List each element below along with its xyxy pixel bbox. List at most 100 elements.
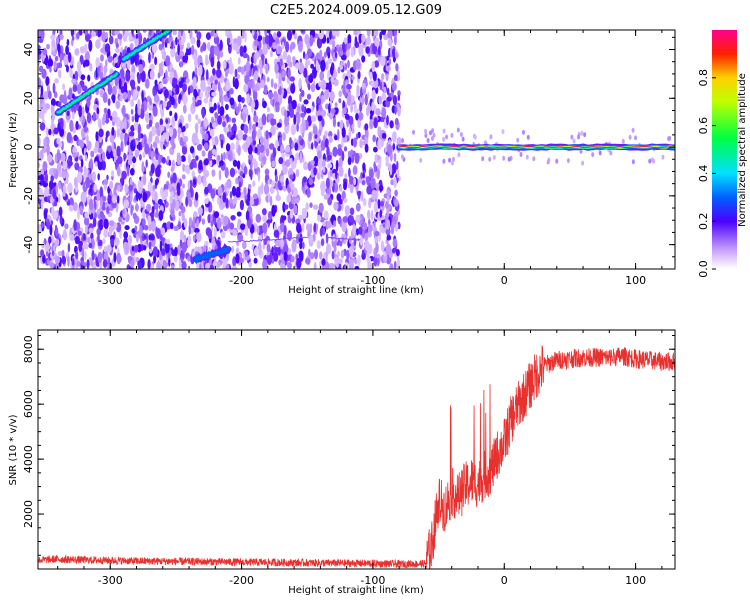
- spectrogram-noise-cell: [178, 93, 182, 100]
- spectrogram-noise-cell: [125, 71, 131, 82]
- spectrogram-noise-cell: [350, 138, 354, 146]
- spectrogram-noise-cell: [368, 168, 374, 179]
- spectrogram-noise-cell: [332, 146, 338, 157]
- spectrogram-noise-cell: [350, 47, 354, 58]
- spectrogram-ridge-3: [227, 236, 308, 243]
- spectrogram-noise-cell: [236, 160, 241, 170]
- spectrogram-noise-cell: [221, 96, 224, 108]
- spectrogram-noise-cell: [305, 59, 309, 70]
- spectrogram-noise-cell: [72, 152, 78, 158]
- spectrogram-noise-cell: [96, 107, 100, 116]
- spectrogram-noise-cell: [231, 185, 237, 197]
- spectrogram-noise-cell: [213, 45, 219, 56]
- spectrogram-noise-cell: [87, 74, 91, 82]
- spectrogram-noise-cell: [117, 33, 123, 40]
- spectrogram-noise-cell: [84, 154, 88, 162]
- spectrogram-noise-cell: [177, 43, 180, 56]
- spectrogram-noise-cell: [83, 61, 86, 67]
- spectrogram-noise-cell: [198, 160, 203, 171]
- spectrogram-noise-cell: [374, 37, 380, 47]
- spectrogram-noise-cell: [287, 261, 292, 269]
- spectrogram-noise-cell: [312, 125, 318, 135]
- spectrogram-noise-cell: [172, 172, 177, 184]
- spectrogram-noise-cell: [322, 159, 326, 169]
- spectrogram-noise-cell: [149, 69, 155, 80]
- spectrogram-noise-cell: [327, 197, 333, 206]
- spectrogram-noise-cell: [97, 147, 103, 154]
- spectrogram-noise-cell: [368, 218, 371, 226]
- spectrogram-noise-cell: [442, 158, 446, 164]
- spectrogram-noise-cell: [334, 51, 338, 59]
- spectrogram-noise-cell: [127, 153, 133, 162]
- spectrogram-noise-cell: [135, 203, 139, 212]
- spectrogram-noise-cell: [598, 150, 602, 156]
- spectrogram-noise-cell: [370, 178, 376, 189]
- spectrogram-noise-cell: [313, 222, 317, 233]
- spectrogram-noise-cell: [78, 105, 83, 118]
- spectrogram-noise-cell: [54, 91, 58, 99]
- spectrogram-noise-cell: [289, 179, 293, 189]
- spectrogram-noise-cell: [138, 179, 141, 190]
- spectrogram-noise-cell: [38, 30, 41, 41]
- spectrogram-noise-cell: [135, 233, 139, 243]
- spectrogram-noise-cell: [370, 209, 374, 221]
- spectrogram-noise-cell: [103, 179, 109, 185]
- spectrogram-noise-cell: [38, 54, 41, 61]
- spectrogram-noise-cell: [373, 220, 376, 227]
- spectrogram-noise-cell: [380, 215, 385, 220]
- spectrogram-noise-cell: [204, 198, 209, 205]
- spectrogram-noise-cell: [96, 30, 102, 37]
- spectrogram-noise-cell: [122, 128, 126, 134]
- spectrogram-noise-cell: [107, 98, 111, 106]
- spectrogram-noise-cell: [278, 136, 283, 146]
- spectrogram-noise-cell: [79, 54, 84, 65]
- spectrogram-noise-cell: [344, 62, 348, 71]
- spectrogram-noise-cell: [105, 131, 109, 139]
- spectrogram-noise-cell: [273, 229, 280, 238]
- spectrogram-noise-cell: [167, 171, 171, 178]
- spectrogram-noise-cell: [362, 162, 366, 171]
- spectrogram-noise-cell: [307, 83, 311, 91]
- spectrogram-noise-cell: [294, 142, 299, 151]
- spectrogram-ridge-0: [57, 73, 118, 114]
- spectrogram-noise-cell: [78, 139, 84, 147]
- spectrogram-noise-cell: [111, 85, 117, 97]
- spectrogram-noise-cell: [223, 96, 230, 102]
- spectrogram-noise-cell: [333, 182, 339, 193]
- spectrogram-noise-cell: [52, 30, 56, 36]
- spectrogram-noise-cell: [450, 160, 454, 166]
- spectrogram-noise-cell: [111, 170, 114, 177]
- spectrogram-noise-cell: [46, 251, 49, 257]
- spectrogram-noise-cell: [44, 172, 49, 184]
- spectrogram-noise-cell: [283, 251, 288, 262]
- spectrogram-noise-cell: [349, 246, 354, 258]
- spectrogram-noise-cell: [293, 205, 298, 215]
- spectrogram-noise-cell: [325, 233, 329, 244]
- spectrogram-noise-cell: [272, 42, 277, 50]
- spectrogram-noise-cell: [115, 47, 120, 54]
- spectrogram-noise-cell: [211, 136, 216, 148]
- y-tick-label: 6000: [22, 390, 35, 418]
- spectrogram-noise-cell: [54, 78, 59, 84]
- spectrogram-noise-cell: [259, 81, 265, 88]
- spectrogram-noise-cell: [516, 137, 520, 143]
- spectrogram-noise-cell: [373, 146, 378, 153]
- spectrogram-noise-cell: [344, 114, 350, 120]
- spectrogram-noise-cell: [225, 143, 231, 152]
- spectrogram-noise-cell: [580, 130, 584, 136]
- spectrogram-noise-cell: [338, 166, 344, 177]
- spectrogram-noise-cell: [394, 189, 398, 197]
- spectrogram-noise-cell: [276, 122, 282, 128]
- spectrogram-noise-cell: [367, 262, 373, 269]
- spectrogram-noise-cell: [231, 126, 235, 135]
- spectrogram-noise-cell: [309, 34, 314, 47]
- spectrogram-noise-cell: [362, 197, 367, 207]
- spectrogram-noise-cell: [229, 222, 235, 230]
- spectrogram-noise-cell: [374, 30, 379, 37]
- spectrogram-noise-cell: [140, 70, 146, 83]
- spectrogram-noise-cell: [154, 56, 158, 66]
- spectrogram-noise-cell: [58, 69, 62, 79]
- spectrogram-noise-cell: [88, 39, 93, 52]
- spectrogram-noise-cell: [207, 214, 211, 224]
- spectrogram-noise-cell: [107, 211, 113, 218]
